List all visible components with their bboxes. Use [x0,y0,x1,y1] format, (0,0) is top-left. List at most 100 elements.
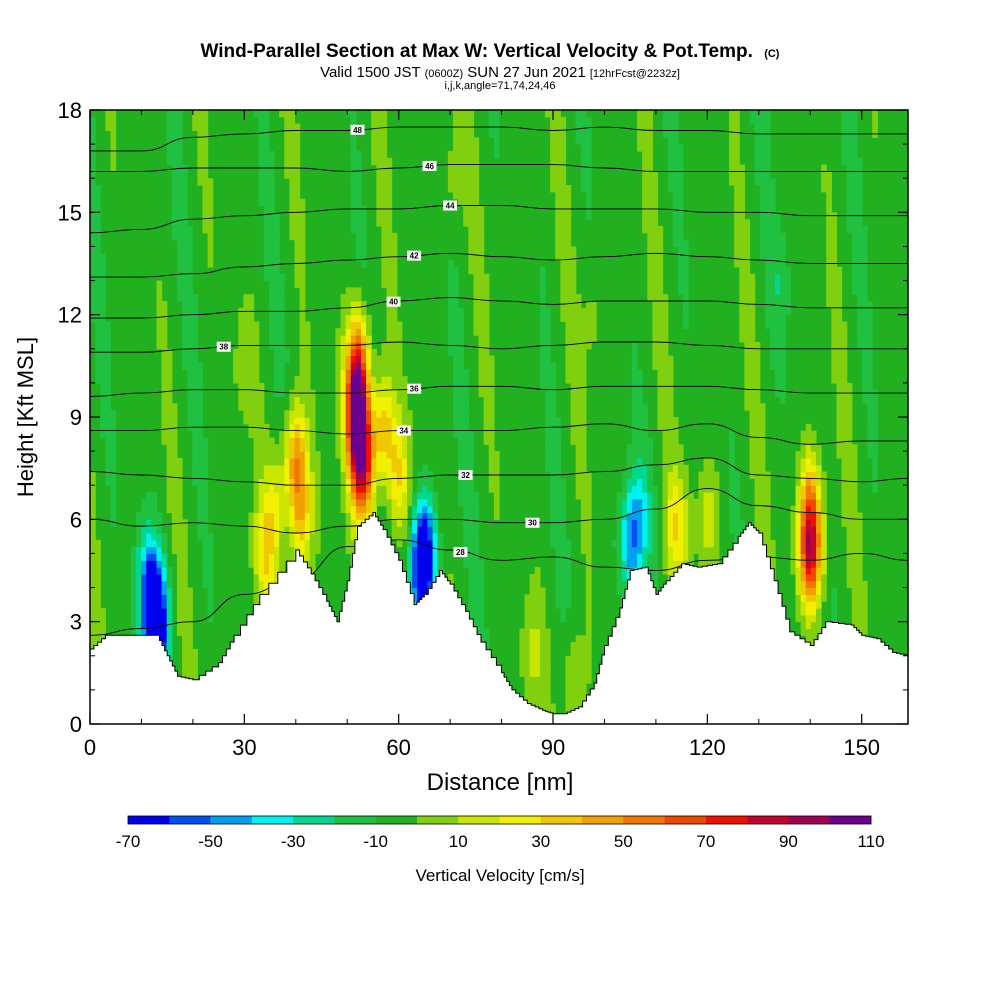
field-cell [637,512,643,520]
field-cell [545,389,551,398]
field-cell [570,662,577,671]
field-cell [652,185,659,193]
field-cell [243,369,250,377]
field-cell [575,696,582,705]
field-cell [263,492,270,500]
field-cell [207,553,214,561]
field-cell [207,567,214,575]
field-cell [299,498,306,507]
field-cell [483,321,490,329]
field-cell [810,430,817,439]
field-cell [795,608,802,616]
field-cell [769,362,776,370]
field-cell [575,457,582,466]
field-cell [652,341,659,350]
field-cell [258,110,265,118]
field-cell [585,560,592,568]
field-cell [197,410,204,418]
field-cell [545,430,551,439]
field-cell [340,444,347,452]
field-cell [463,171,469,179]
field-cell [304,492,311,500]
field-cell [366,485,372,493]
field-cell [493,137,500,145]
field-cell [637,546,643,555]
field-cell [488,423,495,432]
field-cell [396,464,403,473]
field-cell [335,335,342,343]
field-cell [478,232,485,241]
field-cell [555,539,561,548]
field-cell [483,396,490,404]
field-cell [401,505,408,514]
field-cell [396,376,403,384]
field-cell [662,526,669,534]
field-cell [621,546,628,555]
field-cell [575,478,582,486]
field-cell [396,444,403,452]
field-cell [647,185,653,193]
field-cell [263,110,270,118]
field-cell [360,403,367,411]
field-cell [376,355,383,364]
field-cell [274,280,280,288]
field-cell [248,328,255,336]
field-cell [396,321,403,329]
field-cell [253,451,260,459]
field-cell [100,410,106,418]
field-cell [299,212,306,220]
field-cell [391,444,398,452]
field-cell [340,437,347,445]
field-cell [355,348,362,357]
field-cell [769,225,776,234]
field-cell [667,451,674,459]
field-cell [427,546,434,555]
field-cell [652,546,659,555]
field-cell [826,246,832,254]
field-cell [396,362,403,370]
field-cell [555,239,561,248]
field-cell [667,157,674,166]
field-cell [371,157,377,166]
field-cell [345,307,352,316]
field-cell [524,594,531,602]
field-cell [386,451,393,459]
field-cell [447,328,454,336]
field-cell [478,266,485,275]
field-cell [294,266,301,275]
field-cell [386,157,393,166]
field-cell [647,219,653,227]
field-cell [294,253,301,261]
field-cell [192,362,198,370]
field-cell [166,642,173,650]
field-cell [345,328,352,336]
field-cell [207,225,214,234]
field-cell [642,526,648,534]
field-cell [279,444,285,452]
field-cell [263,539,270,548]
field-cell [166,621,173,630]
field-cell [355,328,362,336]
field-cell [100,287,106,295]
field-cell [810,539,817,548]
field-cell [539,635,546,643]
field-cell [366,348,372,357]
field-cell [417,478,423,486]
field-cell [192,451,198,459]
field-cell [366,341,372,350]
field-cell [667,430,674,439]
field-cell [550,137,556,145]
field-cell [248,532,255,541]
field-cell [637,423,643,432]
field-cell [759,457,766,466]
field-cell [182,246,188,254]
field-cell [642,157,648,166]
field-cell [637,437,643,445]
field-cell [805,635,812,643]
field-cell [136,580,142,589]
field-cell [146,594,152,602]
field-cell [529,594,536,602]
field-cell [176,580,183,589]
field-cell [391,246,398,254]
field-cell [539,628,546,636]
